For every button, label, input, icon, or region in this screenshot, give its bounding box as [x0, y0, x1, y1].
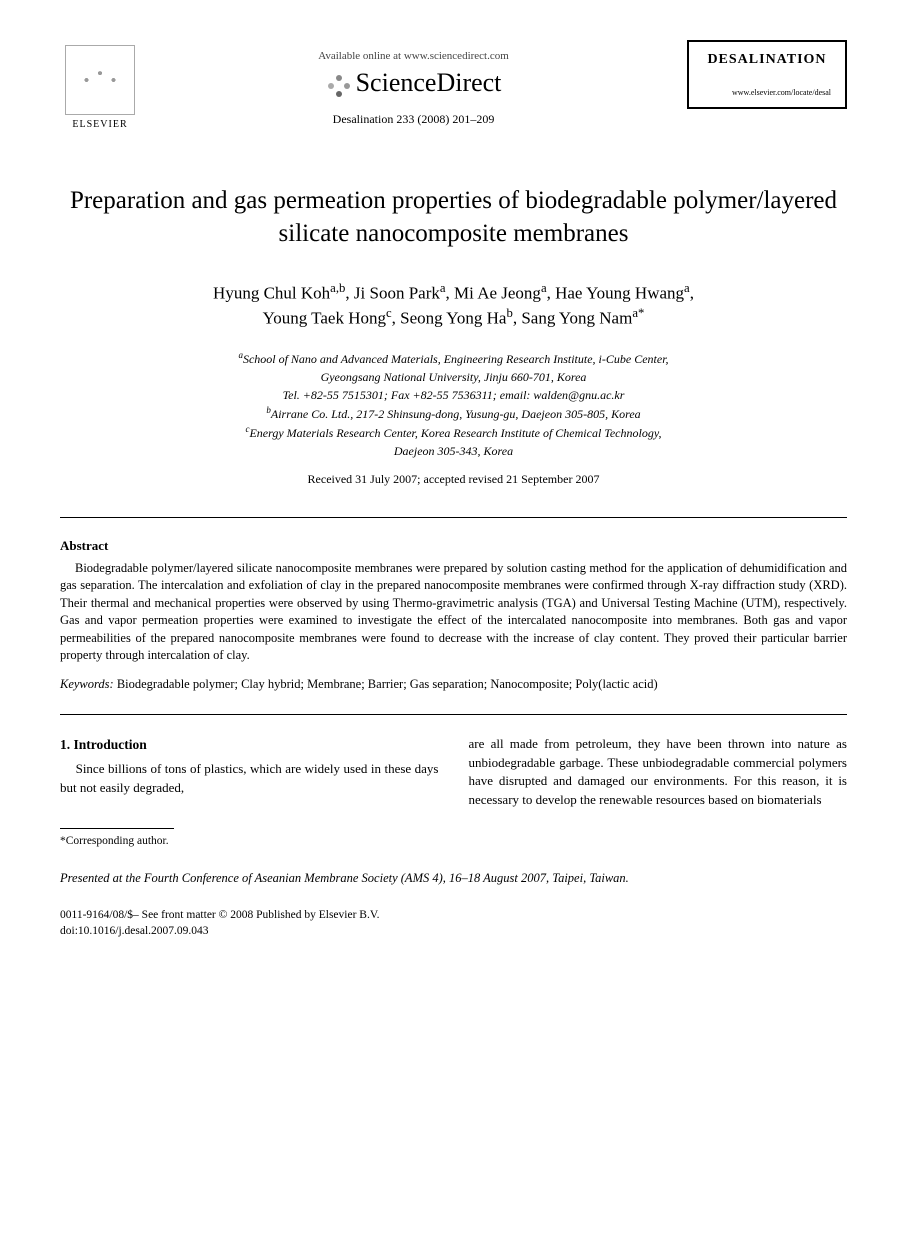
dates-line: Received 31 July 2007; accepted revised …	[60, 472, 847, 487]
divider-1	[60, 517, 847, 518]
author-4: , Hae Young Hwang	[547, 284, 684, 303]
author-5: Young Taek Hong	[263, 309, 386, 328]
abstract-heading: Abstract	[60, 538, 847, 554]
keywords-block: Keywords: Biodegradable polymer; Clay hy…	[60, 675, 847, 694]
publisher-name: ELSEVIER	[72, 119, 127, 130]
author-1: Hyung Chul Koh	[213, 284, 330, 303]
body-columns: 1. Introduction Since billions of tons o…	[60, 735, 847, 850]
affiliations-block: aSchool of Nano and Advanced Materials, …	[60, 349, 847, 460]
sciencedirect-logo: ScienceDirect	[140, 68, 687, 98]
affil-a-3: Tel. +82-55 7515301; Fax +82-55 7536311;…	[283, 388, 625, 402]
citation-text: Desalination 233 (2008) 201–209	[140, 112, 687, 127]
comma: ,	[690, 284, 694, 303]
author-6: , Seong Yong Ha	[392, 309, 507, 328]
footer-info: 0011-9164/08/$– See front matter © 2008 …	[60, 907, 847, 939]
author-1-sup: a,b	[330, 281, 345, 295]
header-row: ELSEVIER Available online at www.science…	[60, 40, 847, 177]
elsevier-tree-icon	[65, 45, 135, 115]
journal-name: DESALINATION	[707, 52, 826, 67]
journal-box: DESALINATION www.elsevier.com/locate/des…	[687, 40, 847, 109]
corresponding-author-note: *Corresponding author.	[60, 828, 174, 850]
author-7: , Sang Yong Nam	[513, 309, 633, 328]
article-title: Preparation and gas permeation propertie…	[60, 185, 847, 250]
divider-2	[60, 714, 847, 715]
journal-box-wrapper: DESALINATION www.elsevier.com/locate/des…	[687, 40, 847, 109]
elsevier-logo: ELSEVIER	[60, 40, 140, 130]
conference-note: Presented at the Fourth Conference of As…	[60, 870, 847, 888]
footer-line-1: 0011-9164/08/$– See front matter © 2008 …	[60, 907, 847, 923]
author-7-sup: a*	[632, 306, 644, 320]
center-header: Available online at www.sciencedirect.co…	[140, 40, 687, 177]
intro-para-right: are all made from petroleum, they have b…	[469, 735, 848, 810]
footer-line-2: doi:10.1016/j.desal.2007.09.043	[60, 923, 847, 939]
author-3: , Mi Ae Jeong	[446, 284, 541, 303]
journal-url: www.elsevier.com/locate/desal	[703, 88, 831, 97]
column-left: 1. Introduction Since billions of tons o…	[60, 735, 439, 850]
affil-a-2: Gyeongsang National University, Jinju 66…	[321, 370, 587, 384]
affil-b: Airrane Co. Ltd., 217-2 Shinsung-dong, Y…	[271, 407, 641, 421]
authors-block: Hyung Chul Koha,b, Ji Soon Parka, Mi Ae …	[60, 280, 847, 331]
available-online-text: Available online at www.sciencedirect.co…	[140, 50, 687, 62]
keywords-label: Keywords:	[60, 677, 114, 691]
affil-c-2: Daejeon 305-343, Korea	[394, 444, 513, 458]
author-2: , Ji Soon Park	[345, 284, 439, 303]
affil-a-1: School of Nano and Advanced Materials, E…	[243, 352, 669, 366]
keywords-text: Biodegradable polymer; Clay hybrid; Memb…	[117, 677, 658, 691]
intro-para-left: Since billions of tons of plastics, whic…	[60, 760, 439, 798]
abstract-text: Biodegradable polymer/layered silicate n…	[60, 560, 847, 665]
sd-dots-icon	[326, 71, 350, 95]
intro-heading: 1. Introduction	[60, 735, 439, 755]
platform-name: ScienceDirect	[356, 68, 502, 98]
column-right: are all made from petroleum, they have b…	[469, 735, 848, 850]
affil-c-1: Energy Materials Research Center, Korea …	[249, 426, 661, 440]
